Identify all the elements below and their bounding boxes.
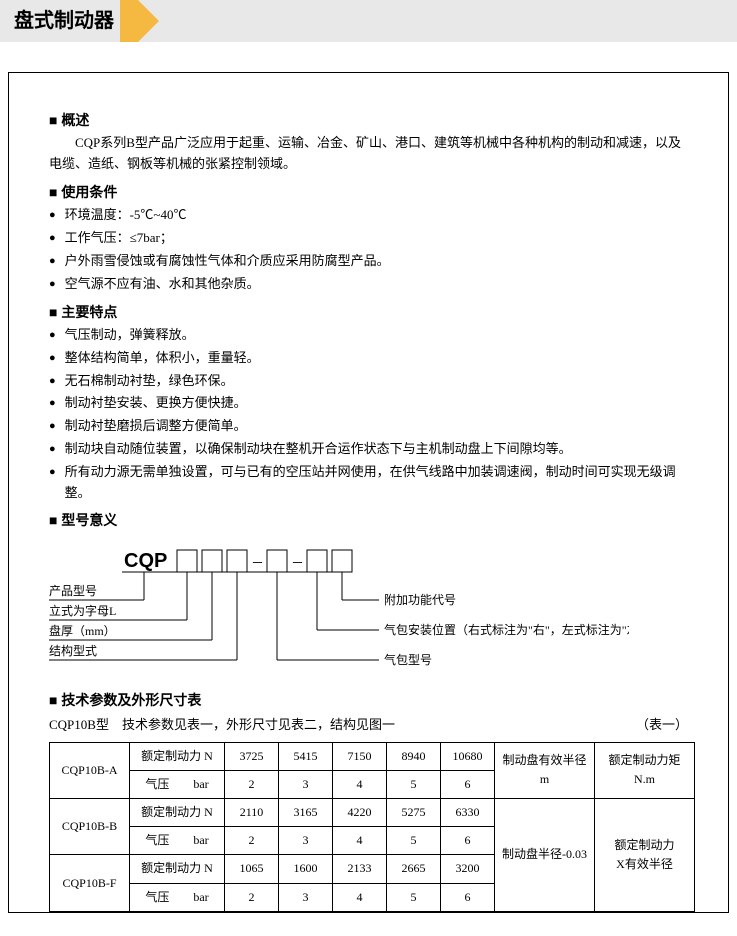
model-left-label: 盘厚（mm） [49, 623, 116, 638]
condition-item: 工作气压：≤7bar； [49, 228, 688, 249]
cell: 3 [279, 770, 333, 798]
cell: 5275 [387, 799, 441, 827]
svg-text:–: – [252, 551, 263, 571]
cell: 5 [387, 827, 441, 855]
group-name: CQP10B-F [50, 855, 130, 911]
param-label: 额定制动力 N [130, 799, 225, 827]
page: 盘式制动器 ■ 概述 CQP系列B型产品广泛应用于起重、运输、冶金、矿山、港口、… [0, 0, 737, 913]
model-prefix: CQP [124, 550, 167, 572]
model-left-label: 产品型号 [49, 584, 97, 598]
side-head: 制动盘有效半径 m [495, 742, 595, 798]
cell: 6 [441, 883, 495, 911]
feature-item: 制动衬垫安装、更换方便快捷。 [49, 393, 688, 414]
feature-item: 无石棉制动衬垫，绿色环保。 [49, 371, 688, 392]
cell: 3200 [441, 855, 495, 883]
cell: 3725 [225, 742, 279, 770]
group-name: CQP10B-A [50, 742, 130, 798]
cell: 5 [387, 770, 441, 798]
cell: 8940 [387, 742, 441, 770]
overview-heading: ■ 概述 [49, 109, 688, 131]
feature-item: 所有动力源无需单独设置，可与已有的空压站并网使用，在供气线路中加装调速阀，制动时… [49, 462, 688, 504]
cell: 2110 [225, 799, 279, 827]
cell: 7150 [333, 742, 387, 770]
feature-item: 制动衬垫磨损后调整方便简单。 [49, 416, 688, 437]
model-left-label: 结构型式 [49, 643, 97, 658]
model-meaning-heading: ■ 型号意义 [49, 509, 688, 531]
cell: 2 [225, 827, 279, 855]
cell: 6330 [441, 799, 495, 827]
param-label: 气压 bar [130, 827, 225, 855]
cell: 10680 [441, 742, 495, 770]
param-label: 额定制动力 N [130, 742, 225, 770]
cell: 3165 [279, 799, 333, 827]
cell: 4 [333, 770, 387, 798]
conditions-list: 环境温度：-5℃~40℃ 工作气压：≤7bar； 户外雨雪侵蚀或有腐蚀性气体和介… [49, 205, 688, 294]
condition-item: 环境温度：-5℃~40℃ [49, 205, 688, 226]
feature-item: 制动块自动随位装置，以确保制动块在整机开合运作状态下与主机制动盘上下间隙均等。 [49, 439, 688, 460]
cell: 5 [387, 883, 441, 911]
side-head: 制动盘半径-0.03 [495, 799, 595, 912]
feature-item: 整体结构简单，体积小，重量轻。 [49, 348, 688, 369]
param-label: 额定制动力 N [130, 855, 225, 883]
cell: 6 [441, 770, 495, 798]
model-right-label: 附加功能代号 [384, 593, 456, 607]
model-diagram-svg: CQP – – [49, 542, 629, 672]
cell: 4 [333, 827, 387, 855]
table-row: CQP10B-A 额定制动力 N 3725 5415 7150 8940 106… [50, 742, 695, 770]
condition-item: 空气源不应有油、水和其他杂质。 [49, 274, 688, 295]
model-left-label: 立式为字母L [49, 603, 116, 618]
cell: 1065 [225, 855, 279, 883]
cell: 2665 [387, 855, 441, 883]
model-right-label: 气包型号 [384, 652, 432, 667]
params-table: CQP10B-A 额定制动力 N 3725 5415 7150 8940 106… [49, 742, 695, 912]
cell: 2 [225, 770, 279, 798]
condition-item: 户外雨雪侵蚀或有腐蚀性气体和介质应采用防腐型产品。 [49, 251, 688, 272]
features-heading: ■ 主要特点 [49, 301, 688, 323]
cell: 3 [279, 883, 333, 911]
cell: 3 [279, 827, 333, 855]
model-diagram: CQP – – [49, 542, 688, 679]
side-head: 额定制动力 X有效半径 [595, 799, 695, 912]
features-list: 气压制动，弹簧释放。 整体结构简单，体积小，重量轻。 无石棉制动衬垫，绿色环保。… [49, 325, 688, 503]
param-label: 气压 bar [130, 883, 225, 911]
svg-text:–: – [292, 551, 303, 571]
content-frame: ■ 概述 CQP系列B型产品广泛应用于起重、运输、冶金、矿山、港口、建筑等机械中… [8, 72, 729, 913]
header-band: 盘式制动器 [0, 0, 737, 42]
table-row: CQP10B-B 额定制动力 N 2110 3165 4220 5275 633… [50, 799, 695, 827]
arrow-icon [120, 0, 138, 42]
overview-body: CQP系列B型产品广泛应用于起重、运输、冶金、矿山、港口、建筑等机械中各种机构的… [49, 133, 688, 175]
param-label: 气压 bar [130, 770, 225, 798]
cell: 5415 [279, 742, 333, 770]
cell: 4220 [333, 799, 387, 827]
page-title: 盘式制动器 [0, 5, 120, 37]
cell: 6 [441, 827, 495, 855]
params-subcaption: CQP10B型 技术参数见表一，外形尺寸见表二，结构见图一 [49, 715, 395, 736]
params-table-label: （表一） [636, 715, 688, 736]
conditions-heading: ■ 使用条件 [49, 181, 688, 203]
params-heading: ■ 技术参数及外形尺寸表 [49, 689, 688, 711]
cell: 2133 [333, 855, 387, 883]
model-right-label: 气包安装位置（右式标注为"右"，左式标注为"左"） [384, 622, 629, 637]
group-name: CQP10B-B [50, 799, 130, 855]
cell: 1600 [279, 855, 333, 883]
cell: 2 [225, 883, 279, 911]
cell: 4 [333, 883, 387, 911]
feature-item: 气压制动，弹簧释放。 [49, 325, 688, 346]
side-head: 额定制动力矩 N.m [595, 742, 695, 798]
